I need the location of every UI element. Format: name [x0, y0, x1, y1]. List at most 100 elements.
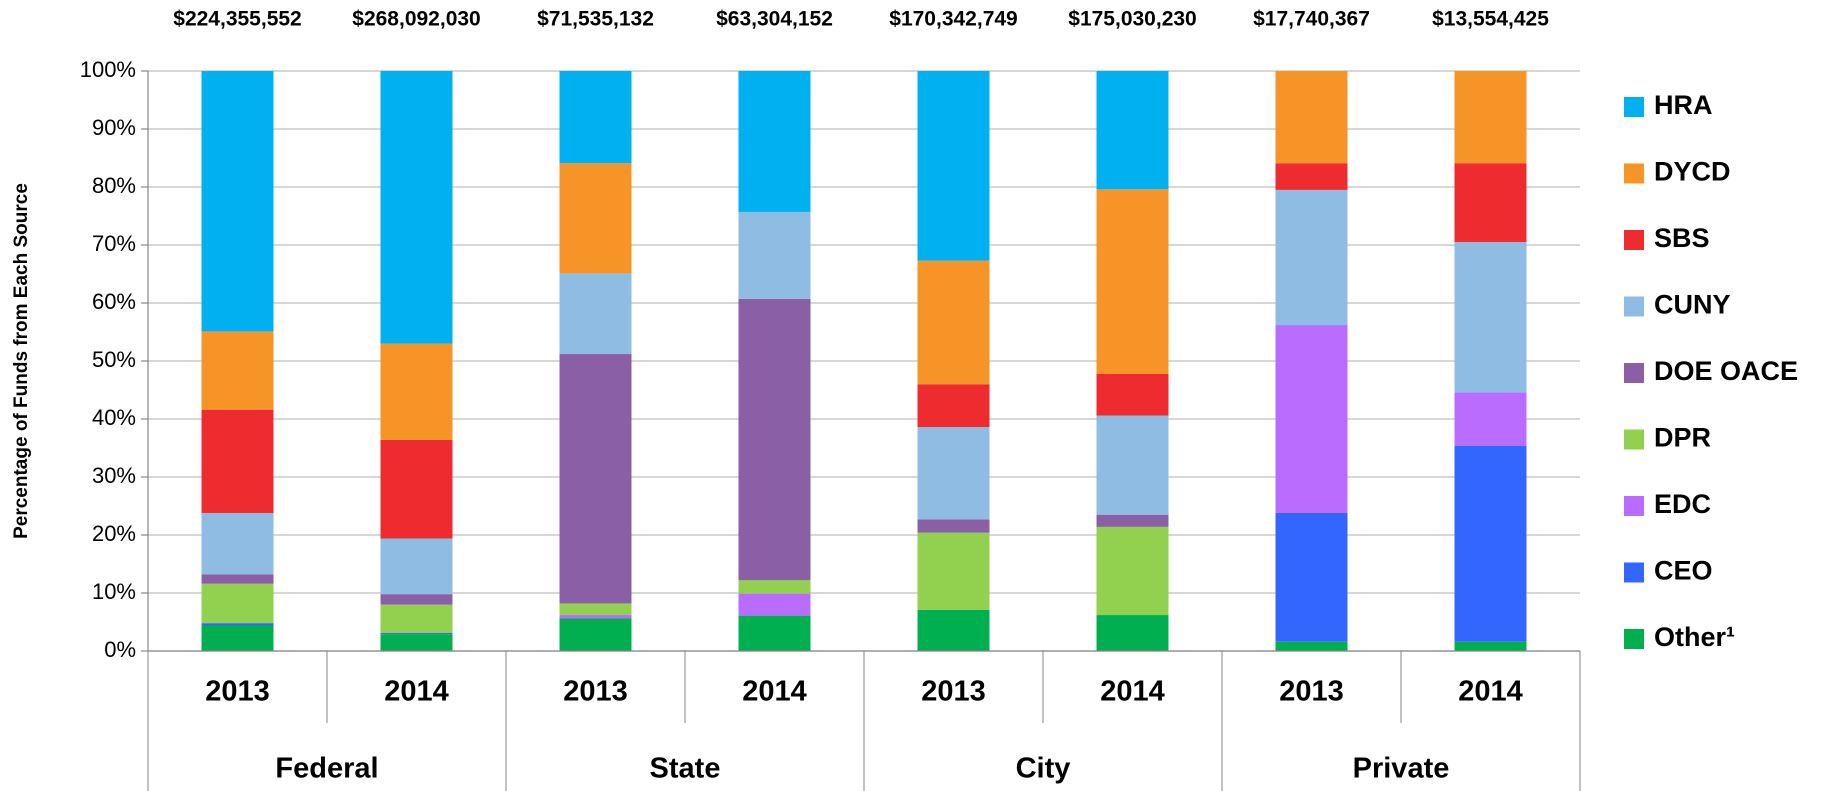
bar-segment — [380, 343, 453, 440]
y-tick-label: 0% — [104, 637, 136, 662]
legend-swatch — [1624, 429, 1644, 450]
bar-segment — [559, 163, 632, 274]
bar-segment — [917, 260, 990, 385]
bar-segment — [1275, 512, 1348, 642]
bar-segment — [201, 623, 274, 626]
y-tick-label: 10% — [92, 579, 136, 604]
y-tick-label: 100% — [80, 57, 136, 82]
legend-swatch — [1624, 562, 1644, 583]
legend-swatch — [1624, 629, 1644, 649]
y-axis-title: Percentage of Funds from Each Source — [11, 183, 32, 539]
bar-segment — [1096, 415, 1169, 515]
legend-label: CUNY — [1654, 290, 1731, 320]
bar-segment — [201, 409, 274, 513]
x-tick-label: 2013 — [563, 676, 628, 708]
bar-segment — [1275, 325, 1348, 513]
y-tick-label: 40% — [92, 405, 136, 430]
x-tick-label: 2014 — [1458, 676, 1523, 708]
bar-segment — [738, 71, 811, 212]
bar-segment — [559, 618, 632, 651]
bar-total-label: $268,092,030 — [352, 8, 480, 31]
y-tick-label: 80% — [92, 173, 136, 198]
bar-segment — [1096, 615, 1169, 651]
bar-segment — [1454, 445, 1527, 642]
bar-segment — [917, 519, 990, 533]
bar-segment — [1275, 163, 1348, 190]
bar-segment — [380, 538, 453, 595]
bar-segment — [380, 439, 453, 539]
bar-total-label: $175,030,230 — [1068, 8, 1196, 31]
bar-segment — [1096, 526, 1169, 616]
bar-segment — [201, 71, 274, 332]
bar-segment — [201, 574, 274, 584]
bar-segment — [1096, 189, 1169, 374]
legend-label: CEO — [1654, 556, 1713, 586]
bar-segment — [917, 609, 990, 651]
bar-segment — [1454, 641, 1527, 651]
bar-segment — [738, 580, 811, 594]
bar-segment — [1454, 392, 1527, 446]
y-tick-label: 70% — [92, 231, 136, 256]
bar-segment — [201, 625, 274, 651]
group-label: City — [1016, 753, 1071, 785]
bar-segment — [1275, 189, 1348, 326]
bar-segment — [559, 354, 632, 604]
bar-segment — [380, 604, 453, 634]
bar-segment — [917, 384, 990, 428]
legend-label: HRA — [1654, 90, 1713, 120]
bar-segment — [559, 615, 632, 619]
x-tick-label: 2013 — [1279, 676, 1344, 708]
bar-segment — [380, 71, 453, 344]
bar-segment — [738, 211, 811, 299]
bar-segment — [559, 603, 632, 616]
bar-segment — [380, 634, 453, 651]
y-tick-label: 20% — [92, 521, 136, 546]
bar-segment — [380, 594, 453, 605]
bar-segment — [201, 331, 274, 410]
legend-swatch — [1624, 163, 1644, 184]
legend-swatch — [1624, 363, 1644, 383]
legend-swatch — [1624, 230, 1644, 250]
x-tick-label: 2013 — [921, 676, 986, 708]
bar-total-label: $71,535,132 — [537, 8, 654, 31]
bar-segment — [917, 427, 990, 520]
x-tick-label: 2014 — [742, 676, 807, 708]
bar-total-label: $170,342,749 — [889, 8, 1017, 31]
bar-segment — [201, 512, 274, 575]
bar-segment — [738, 615, 811, 651]
group-label: Private — [1353, 753, 1450, 785]
group-label: Federal — [275, 753, 378, 785]
y-tick-label: 90% — [92, 115, 136, 140]
bar-segment — [380, 633, 453, 635]
bar-segment — [1275, 71, 1348, 164]
y-tick-label: 60% — [92, 289, 136, 314]
bar-segment — [1275, 641, 1348, 651]
legend-swatch — [1624, 97, 1644, 117]
y-tick-label: 50% — [92, 347, 136, 372]
bar-total-label: $13,554,425 — [1432, 8, 1549, 31]
x-tick-label: 2013 — [205, 676, 270, 708]
bar-segment — [917, 532, 990, 610]
bar-segment — [559, 273, 632, 355]
bar-segment — [738, 298, 811, 581]
x-tick-label: 2014 — [1100, 676, 1165, 708]
legend-label: DYCD — [1654, 157, 1731, 187]
bar-segment — [917, 71, 990, 261]
group-label: State — [650, 753, 721, 785]
bar-total-label: $63,304,152 — [716, 8, 833, 31]
legend-label: Other¹ — [1654, 622, 1735, 652]
bar-segment — [559, 71, 632, 164]
legend-swatch — [1624, 296, 1644, 317]
bar-segment — [201, 583, 274, 624]
legend-label: DOE OACE — [1654, 356, 1798, 386]
bar-total-label: $17,740,367 — [1253, 8, 1370, 31]
bar-segment — [1096, 373, 1169, 416]
y-tick-label: 30% — [92, 463, 136, 488]
bar-segment — [1096, 71, 1169, 190]
bar-segment — [1454, 71, 1527, 164]
legend-swatch — [1624, 496, 1644, 516]
legend-label: EDC — [1654, 489, 1711, 519]
x-tick-label: 2014 — [384, 676, 449, 708]
